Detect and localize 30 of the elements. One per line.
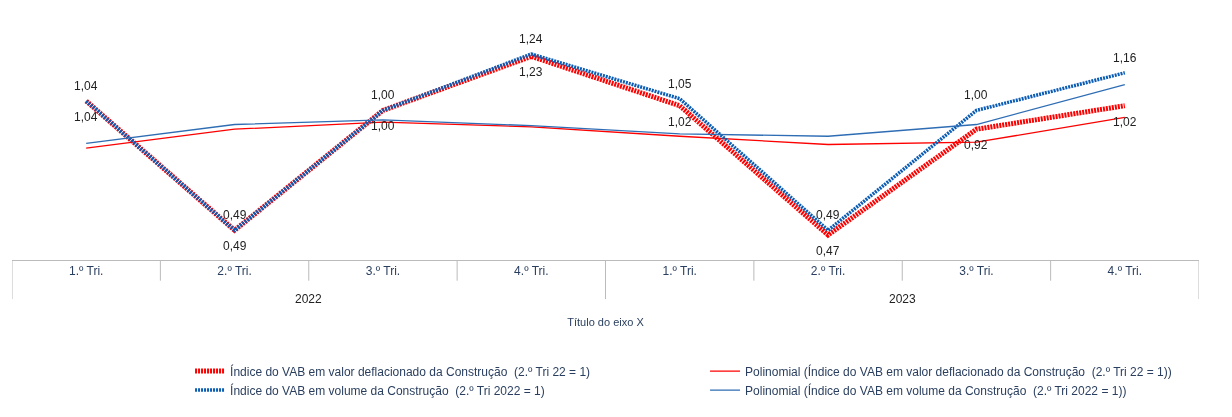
text: 2022	[295, 292, 323, 306]
data-label: 0,47	[816, 244, 840, 258]
data-label: 1,02	[668, 115, 692, 129]
legend-label: Índice do VAB em valor deflacionado da Construção (2.º Tri 22 = 1)	[230, 363, 591, 379]
data-label: 1,16	[1113, 51, 1137, 65]
legend-label: Índice do VAB em volume da Construção (2.º Tri 2022 = 1)	[230, 382, 545, 398]
data-label: 1,24	[519, 32, 543, 46]
x-tick-label: 4.º Tri.	[514, 264, 549, 279]
data-label: 1,02	[1113, 115, 1137, 129]
x-tick-label: 1.º Tri.	[662, 264, 697, 279]
data-label: 0,49	[223, 208, 247, 222]
data-label: 1,00	[371, 119, 395, 133]
x-tick-label: 1.º Tri.	[68, 264, 104, 279]
x-tick-label: 3.º Tri.	[365, 264, 401, 279]
data-label: 1,00	[964, 88, 988, 102]
x-tick-label: 2.º Tri.	[810, 264, 846, 279]
x-tick-label: 3.º Tri.	[959, 264, 994, 279]
data-label: 0,49	[223, 239, 247, 253]
legend-label: Polinomial (Índice do VAB em volume da Construção (2.º Tri 2022 = 1))	[745, 382, 1127, 398]
x-tick-label: 2.º Tri.	[217, 264, 252, 279]
x-axis-title: Título do eixo X	[567, 315, 645, 328]
x-tick-label: 4.º Tri.	[1107, 264, 1143, 279]
text: 2023	[889, 292, 917, 306]
data-label: 1,23	[519, 65, 543, 79]
data-label: 0,49	[816, 208, 840, 222]
data-label: 1,05	[668, 77, 692, 91]
legend-label: Polinomial (Índice do VAB em valor deflacionado da Construção (2.º Tri 22 = 1))	[745, 363, 1172, 379]
data-label: 1,04	[74, 79, 98, 93]
data-label: 1,04	[74, 110, 98, 124]
data-label: 1,00	[371, 88, 395, 102]
